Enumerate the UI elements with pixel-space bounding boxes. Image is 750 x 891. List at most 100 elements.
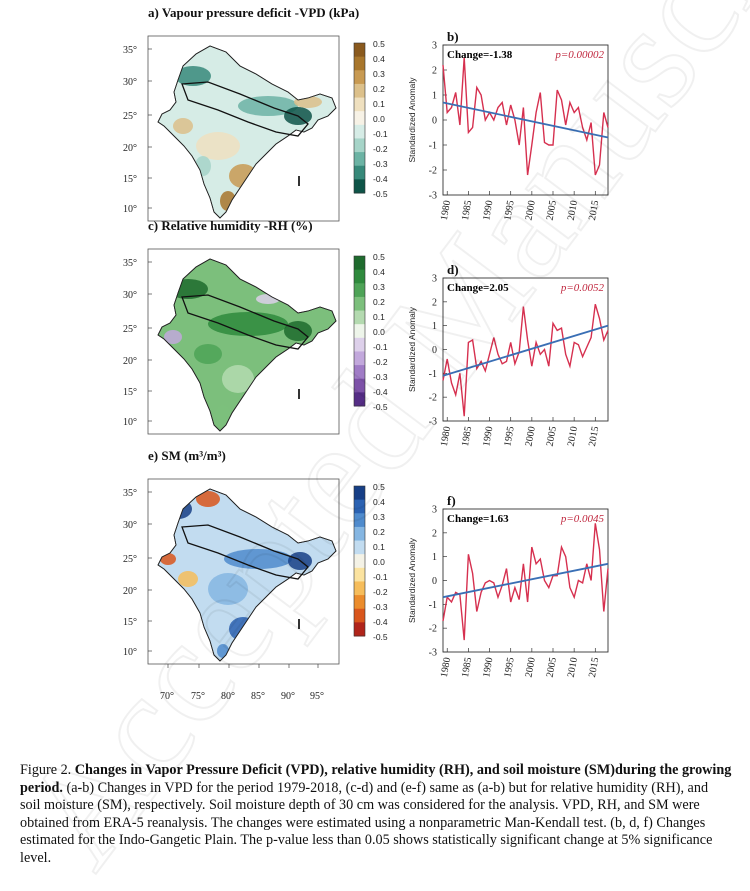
- chart-trend-line-2: [442, 562, 609, 599]
- colorbar-cell-2-1: [354, 499, 365, 514]
- colorbar-cell-1-3: [354, 296, 365, 312]
- chart-xtick-0-3: 1995: [502, 200, 516, 222]
- chart-trend-line-1: [442, 324, 609, 377]
- chart-xtick-1-2: 1990: [481, 426, 495, 448]
- map-panel-1: c) Relative humidity -RH (%) 35° 30° 25° 20°…: [123, 218, 388, 435]
- map-panel-2: e) SM (m³/m³) 35° 30° 25° 20° 15° 10° 0.5 0.4 0.3…: [123, 448, 388, 665]
- colorbar-cell-0-2: [354, 70, 365, 85]
- lat-tick-1-4: 15°: [123, 387, 137, 398]
- chart-xtick-1-5: 2005: [545, 426, 559, 448]
- lon-tick-5: 95°: [310, 691, 324, 702]
- chart-xtick-0-1: 1985: [460, 200, 474, 222]
- chart-ytick-2-3: 0: [432, 576, 437, 587]
- india-border-1: [157, 258, 337, 432]
- colorbar-cell-0-7: [354, 138, 365, 153]
- colorbar-cell-0-4: [354, 97, 365, 112]
- lat-tick-2-1: 30°: [123, 520, 137, 531]
- colorbar-tick-0-5: 0.0: [373, 114, 385, 124]
- colorbar-tick-2-5: 0.0: [373, 557, 385, 567]
- lat-tick-1-0: 35°: [123, 258, 137, 269]
- chart-p-label-2: p=0.0045: [560, 513, 605, 525]
- colorbar-tick-1-1: 0.4: [373, 267, 385, 277]
- map-patch-1-4: [164, 330, 182, 344]
- map-patch-2-6: [178, 571, 198, 587]
- map-title-0: a) Vapour pressure deficit -VPD (kPa): [148, 5, 359, 20]
- chart-p-label-1: p=0.0052: [560, 282, 605, 294]
- caption-prefix: Figure 2.: [20, 762, 75, 778]
- colorbar-tick-0-4: 0.1: [373, 99, 385, 109]
- colorbar-tick-0-3: 0.2: [373, 84, 385, 94]
- colorbar-cell-2-9: [354, 608, 365, 623]
- colorbar-tick-1-10: -0.5: [373, 402, 388, 412]
- colorbar-cell-2-6: [354, 567, 365, 582]
- colorbar-tick-1-6: -0.1: [373, 342, 388, 352]
- map-title-1: c) Relative humidity -RH (%): [148, 218, 313, 233]
- chart-xtick-0-6: 2010: [566, 200, 580, 222]
- colorbar-cell-0-5: [354, 111, 365, 126]
- chart-ytick-0-2: 1: [432, 91, 437, 102]
- colorbar-cell-1-6: [354, 337, 365, 352]
- map-patch-1-5: [222, 365, 254, 393]
- chart-xtick-1-0: 1980: [439, 426, 453, 448]
- colorbar-tick-2-8: -0.3: [373, 602, 388, 612]
- map-patch-0-7: [173, 118, 193, 134]
- lat-tick-1-2: 25°: [123, 324, 137, 335]
- chart-title-1: d): [447, 262, 459, 277]
- colorbar-tick-1-7: -0.2: [373, 357, 388, 367]
- colorbar-cell-2-8: [354, 595, 365, 610]
- lat-tick-0-0: 35°: [123, 45, 137, 56]
- figure-caption: Figure 2. Changes in Vapor Pressure Defi…: [20, 762, 732, 868]
- chart-ytick-1-4: -1: [429, 369, 437, 380]
- lat-tick-0-4: 15°: [123, 174, 137, 185]
- colorbar-tick-1-8: -0.3: [373, 372, 388, 382]
- chart-ytick-0-3: 0: [432, 116, 437, 127]
- lat-tick-0-5: 10°: [123, 204, 137, 215]
- lat-tick-2-0: 35°: [123, 488, 137, 499]
- chart-ytick-0-4: -1: [429, 141, 437, 152]
- colorbar-tick-2-1: 0.4: [373, 497, 385, 507]
- colorbar-tick-0-10: -0.5: [373, 189, 388, 199]
- chart-ylabel-2: Standardized Anomaly: [407, 537, 417, 623]
- colorbar-cell-1-10: [354, 392, 365, 407]
- colorbar-cell-2-2: [354, 513, 365, 528]
- map-patch-0-3: [196, 132, 240, 160]
- colorbar-cell-0-6: [354, 124, 365, 139]
- colorbar-cell-1-4: [354, 310, 365, 325]
- lat-tick-0-2: 25°: [123, 111, 137, 122]
- chart-ytick-2-5: -2: [429, 624, 437, 635]
- chart-series-line-2: [442, 523, 609, 641]
- figure-panels: a) Vapour pressure deficit -VPD (kPa) 35°…: [123, 5, 609, 702]
- colorbar-cell-1-5: [354, 324, 365, 339]
- chart-xtick-1-4: 2000: [523, 426, 537, 448]
- colorbar-tick-2-9: -0.4: [373, 617, 388, 627]
- chart-ytick-1-0: 3: [432, 274, 437, 285]
- chart-ytick-2-0: 3: [432, 505, 437, 516]
- colorbar-tick-2-6: -0.1: [373, 572, 388, 582]
- chart-ytick-2-6: -3: [429, 648, 437, 659]
- lon-tick-0: 70°: [160, 691, 174, 702]
- colorbar-cell-1-9: [354, 378, 365, 393]
- chart-change-label-1: Change=2.05: [447, 282, 509, 294]
- islands-0: [298, 176, 300, 186]
- igp-outline-1: [181, 294, 309, 350]
- chart-ytick-1-3: 0: [432, 345, 437, 356]
- igp-outline-0: [181, 81, 309, 137]
- colorbar-cell-2-0: [354, 486, 365, 501]
- chart-xtick-2-3: 1995: [502, 657, 516, 679]
- chart-ytick-1-5: -2: [429, 393, 437, 404]
- chart-ytick-0-0: 3: [432, 41, 437, 52]
- colorbar-tick-0-9: -0.4: [373, 174, 388, 184]
- colorbar-tick-0-6: -0.1: [373, 129, 388, 139]
- colorbar-tick-1-4: 0.1: [373, 312, 385, 322]
- colorbar-tick-0-7: -0.2: [373, 144, 388, 154]
- colorbar-tick-2-10: -0.5: [373, 632, 388, 642]
- chart-xtick-0-4: 2000: [523, 200, 537, 222]
- chart-trend-line-0: [442, 101, 609, 139]
- chart-ytick-0-1: 2: [432, 66, 437, 77]
- colorbar-cell-2-3: [354, 526, 365, 542]
- colorbar-cell-1-2: [354, 283, 365, 298]
- chart-change-label-0: Change=-1.38: [447, 49, 513, 61]
- colorbar-tick-0-0: 0.5: [373, 39, 385, 49]
